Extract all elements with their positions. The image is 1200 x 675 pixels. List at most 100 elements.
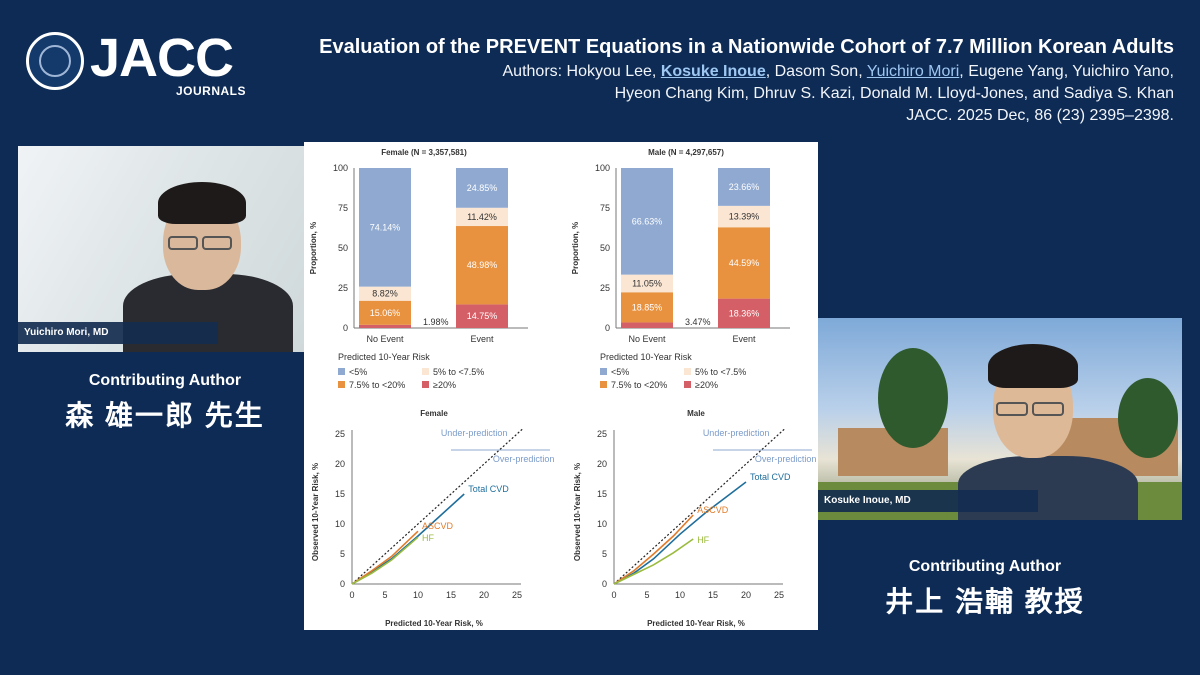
series-line: [613, 514, 694, 585]
x-tick-label: 20: [741, 590, 751, 600]
series-label: Total CVD: [468, 484, 509, 494]
legend-swatch: [422, 368, 429, 375]
data-label: 3.47%: [685, 317, 711, 327]
bar-segment: [718, 205, 770, 228]
data-label: 18.85%: [632, 302, 663, 312]
y-tick-label: 50: [600, 243, 610, 253]
legend-label: <5%: [611, 367, 629, 377]
x-tick-label: 5: [644, 590, 649, 600]
y-tick-label: 10: [597, 519, 607, 529]
y-tick-label: 25: [600, 283, 610, 293]
series-line: [613, 481, 747, 585]
contributing-author-label-left: Contributing Author: [88, 372, 242, 389]
data-label: 8.82%: [372, 289, 398, 299]
y-tick-label: 100: [333, 163, 348, 173]
logo-word: JACC: [90, 28, 234, 88]
x-tick-label: 0: [349, 590, 354, 600]
y-tick-label: 75: [338, 203, 348, 213]
contributing-author-label-right: Contributing Author: [908, 558, 1062, 575]
video-tile-inoue[interactable]: Kosuke Inoue, MD: [818, 318, 1182, 520]
data-label: 18.36%: [729, 308, 760, 318]
citation: JACC. 2025 Dec, 86 (23) 2395–2398.: [906, 107, 1174, 124]
data-label: 15.06%: [370, 308, 401, 318]
series-line: [351, 530, 419, 585]
shared-figure: Female (N = 3,357,581) 0 25 50 75 100 Proporti…: [304, 142, 818, 630]
series-line: [351, 493, 465, 585]
authors-prefix: Authors: Hokyou Lee,: [502, 63, 661, 80]
x-tick-label: 15: [446, 590, 456, 600]
data-label: 1.98%: [423, 317, 449, 327]
bar-segment: [621, 274, 673, 293]
legend-swatch: [338, 381, 345, 388]
data-label: 11.05%: [632, 278, 662, 288]
contributing-author-name-right: 井上 浩輔 教授: [885, 586, 1085, 617]
chart-title: Male (N = 4,297,657): [648, 148, 724, 157]
heart-seal-icon: [26, 32, 84, 90]
y-tick-label: 5: [340, 549, 345, 559]
y-tick-label: 75: [600, 203, 610, 213]
legend-swatch: [684, 368, 691, 375]
bar-segment: [621, 322, 673, 328]
data-label: 48.98%: [467, 260, 498, 270]
legend-title: Predicted 10-Year Risk: [600, 352, 692, 362]
y-tick-label: 25: [597, 429, 607, 439]
y-tick-label: 25: [335, 429, 345, 439]
bar-segment: [359, 300, 411, 325]
chart-title: Male: [687, 409, 705, 418]
category-label: Event: [732, 334, 756, 344]
data-label: 24.85%: [467, 183, 498, 193]
y-tick-label: 0: [340, 579, 345, 589]
participant-name-left: Yuichiro Mori, MD: [18, 322, 218, 344]
series-label: HF: [422, 533, 434, 543]
category-label: Event: [470, 334, 494, 344]
y-axis-title: Observed 10-Year Risk, %: [573, 463, 582, 561]
bar-segment: [718, 168, 770, 206]
reference-diagonal: [613, 427, 787, 585]
legend-label: ≥20%: [433, 380, 456, 390]
legend-label: <5%: [349, 367, 367, 377]
annotation-under: Under-prediction: [703, 428, 770, 438]
y-tick-label: 10: [335, 519, 345, 529]
legend-swatch: [600, 381, 607, 388]
video-tile-mori[interactable]: Yuichiro Mori, MD: [18, 146, 308, 352]
legend-label: ≥20%: [695, 380, 718, 390]
x-axis-title: Predicted 10-Year Risk, %: [385, 619, 483, 628]
bar-segment: [359, 324, 411, 328]
author-link-mori[interactable]: Yuichiro Mori: [866, 63, 960, 80]
data-label: 11.42%: [467, 212, 497, 222]
bar-segment: [718, 298, 770, 328]
y-tick-label: 15: [597, 489, 607, 499]
logo-subtitle: JOURNALS: [176, 84, 247, 98]
bar-segment: [621, 168, 673, 275]
y-tick-label: 0: [602, 579, 607, 589]
person-hair: [158, 182, 246, 224]
chart-title: Female: [420, 409, 448, 418]
jacc-logo: JACC JOURNALS: [26, 28, 256, 100]
author-link-inoue[interactable]: Kosuke Inoue: [660, 63, 766, 80]
y-tick-label: 25: [338, 283, 348, 293]
y-tick-label: 100: [595, 163, 610, 173]
x-tick-label: 25: [774, 590, 784, 600]
y-tick-label: 15: [335, 489, 345, 499]
legend-label: 7.5% to <20%: [611, 380, 667, 390]
authors-line-2: Hyeon Chang Kim, Dhruv S. Kazi, Donald M…: [614, 85, 1174, 102]
bar-segment: [718, 227, 770, 299]
x-tick-label: 10: [413, 590, 423, 600]
data-label: 13.39%: [729, 212, 760, 222]
bar-segment: [456, 226, 508, 305]
tree: [1118, 378, 1178, 458]
contributing-author-name-left: 森 雄一郎 先生: [65, 400, 265, 431]
legend-swatch: [422, 381, 429, 388]
series-line: [351, 536, 419, 585]
category-label: No Event: [628, 334, 666, 344]
x-axis-title: Predicted 10-Year Risk, %: [647, 619, 745, 628]
x-tick-label: 25: [512, 590, 522, 600]
series-label: HF: [697, 535, 709, 545]
legend-swatch: [600, 368, 607, 375]
y-tick-label: 20: [335, 459, 345, 469]
person-hair: [988, 344, 1078, 388]
bar-segment: [359, 286, 411, 301]
x-tick-label: 0: [611, 590, 616, 600]
bar-segment: [456, 304, 508, 328]
legend-label: 5% to <7.5%: [695, 367, 746, 377]
